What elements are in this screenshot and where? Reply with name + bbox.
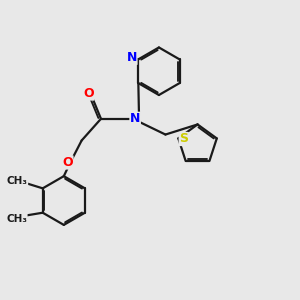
Text: N: N	[127, 51, 137, 64]
Text: S: S	[179, 133, 188, 146]
Text: O: O	[62, 156, 73, 169]
Text: O: O	[83, 87, 94, 100]
Text: CH₃: CH₃	[7, 176, 28, 186]
Text: N: N	[130, 112, 140, 125]
Text: CH₃: CH₃	[6, 214, 27, 224]
